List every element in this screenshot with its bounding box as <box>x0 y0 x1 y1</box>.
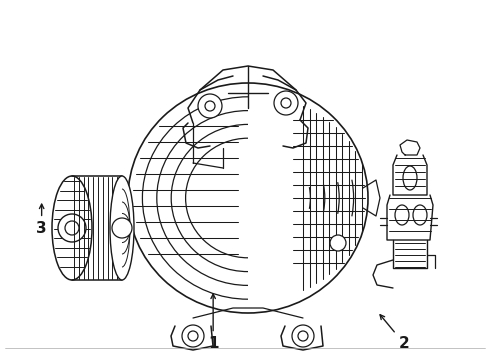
Circle shape <box>205 101 215 111</box>
Text: 2: 2 <box>380 315 410 351</box>
Ellipse shape <box>110 176 134 280</box>
Circle shape <box>292 325 314 347</box>
Circle shape <box>274 91 298 115</box>
Circle shape <box>65 221 79 235</box>
Ellipse shape <box>413 205 427 225</box>
Ellipse shape <box>128 83 368 313</box>
Ellipse shape <box>52 176 92 280</box>
Ellipse shape <box>403 166 417 190</box>
Circle shape <box>281 98 291 108</box>
Text: 1: 1 <box>208 294 219 351</box>
Ellipse shape <box>395 205 409 225</box>
Circle shape <box>58 214 86 242</box>
Circle shape <box>112 218 132 238</box>
Circle shape <box>330 235 346 251</box>
Circle shape <box>182 325 204 347</box>
Circle shape <box>198 94 222 118</box>
Text: 3: 3 <box>36 204 47 236</box>
